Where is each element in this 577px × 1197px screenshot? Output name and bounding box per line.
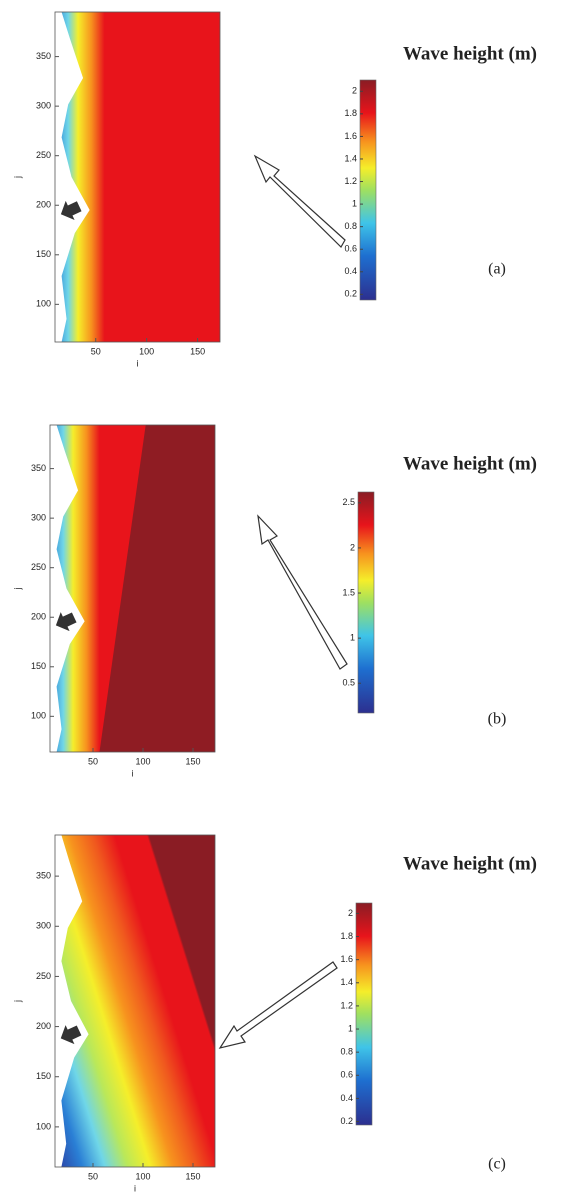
structure-arrow — [60, 200, 82, 220]
colorbar-tick-label: 0.6 — [344, 244, 357, 254]
colorbar-title: Wave height (m) — [403, 453, 537, 474]
x-axis-label: i — [137, 358, 139, 368]
colorbar-tick-label: 0.5 — [342, 678, 355, 688]
y-axis-label: j — [12, 176, 22, 179]
colorbar-tick-label: 1 — [352, 198, 357, 208]
colorbar — [359, 79, 377, 301]
colorbar-tick-label: 1.2 — [340, 1000, 353, 1010]
y-tick-label: 150 — [36, 249, 51, 259]
wave-direction-arrow — [218, 961, 338, 1049]
x-tick-label: 150 — [185, 1171, 200, 1181]
plot-frame — [54, 11, 221, 343]
plot-frame — [49, 424, 216, 753]
x-tick-label: 50 — [88, 756, 98, 766]
x-tick-label: 100 — [135, 756, 150, 766]
colorbar-tick-label: 0.4 — [344, 266, 357, 276]
y-tick-label: 200 — [31, 612, 46, 622]
colorbar-title: Wave height (m) — [403, 43, 537, 64]
y-axis-label: j — [12, 588, 22, 591]
x-tick-label: 100 — [139, 346, 154, 356]
panel-label: (b) — [488, 711, 507, 728]
colorbar-tick-label: 1 — [348, 1023, 353, 1033]
y-tick-label: 100 — [31, 711, 46, 721]
colorbar-tick-label: 1.8 — [340, 931, 353, 941]
y-tick-label: 200 — [36, 1021, 51, 1031]
x-tick-label: 100 — [135, 1171, 150, 1181]
structure-arrow — [55, 612, 77, 632]
panel-label: (c) — [488, 1156, 506, 1173]
colorbar — [357, 491, 375, 714]
land — [50, 425, 85, 752]
y-tick-label: 150 — [36, 1071, 51, 1081]
y-tick-label: 350 — [36, 870, 51, 880]
y-tick-label: 250 — [31, 562, 46, 572]
colorbar-tick-label: 1 — [350, 633, 355, 643]
y-tick-label: 300 — [36, 921, 51, 931]
land — [55, 12, 90, 342]
colorbar-tick-label: 0.6 — [340, 1070, 353, 1080]
wave-direction-arrow — [253, 154, 346, 248]
y-axis-label: j — [12, 1000, 22, 1003]
colorbar-tick-label: 0.8 — [340, 1047, 353, 1057]
panel-label: (a) — [488, 261, 506, 278]
land — [55, 835, 89, 1167]
y-tick-label: 250 — [36, 150, 51, 160]
y-tick-label: 350 — [31, 463, 46, 473]
wave-field — [55, 835, 215, 1167]
y-tick-label: 150 — [31, 661, 46, 671]
colorbar-tick-label: 2 — [348, 908, 353, 918]
colorbar-tick-label: 0.4 — [340, 1093, 353, 1103]
x-tick-label: 50 — [91, 346, 101, 356]
x-axis-label: i — [132, 768, 134, 778]
colorbar-tick-label: 1.5 — [342, 587, 355, 597]
x-tick-label: 50 — [88, 1171, 98, 1181]
wave-field — [55, 12, 220, 342]
y-tick-label: 100 — [36, 299, 51, 309]
y-tick-label: 300 — [31, 513, 46, 523]
colorbar-tick-label: 2 — [352, 86, 357, 96]
colorbar-tick-label: 0.2 — [340, 1116, 353, 1126]
colorbar-tick-label: 1.8 — [344, 108, 357, 118]
colorbar — [355, 902, 373, 1126]
y-tick-label: 200 — [36, 200, 51, 210]
colorbar-tick-label: 2 — [350, 542, 355, 552]
wave-field-high — [99, 425, 215, 752]
colorbar-tick-label: 1.4 — [344, 153, 357, 163]
y-tick-label: 350 — [36, 51, 51, 61]
colorbar-tick-label: 1.6 — [344, 131, 357, 141]
colorbar-title: Wave height (m) — [403, 853, 537, 874]
wave-direction-arrow — [257, 514, 348, 670]
x-tick-label: 150 — [190, 346, 205, 356]
x-tick-label: 150 — [185, 756, 200, 766]
colorbar-tick-label: 1.4 — [340, 977, 353, 987]
colorbar-tick-label: 1.2 — [344, 176, 357, 186]
y-tick-label: 300 — [36, 101, 51, 111]
colorbar-tick-label: 0.2 — [344, 289, 357, 299]
plot-frame — [54, 834, 216, 1168]
y-tick-label: 250 — [36, 971, 51, 981]
y-tick-label: 100 — [36, 1121, 51, 1131]
structure-arrow — [60, 1025, 82, 1045]
colorbar-tick-label: 1.6 — [340, 954, 353, 964]
colorbar-tick-label: 0.8 — [344, 221, 357, 231]
colorbar-tick-label: 2.5 — [342, 497, 355, 507]
x-axis-label: i — [134, 1183, 136, 1193]
